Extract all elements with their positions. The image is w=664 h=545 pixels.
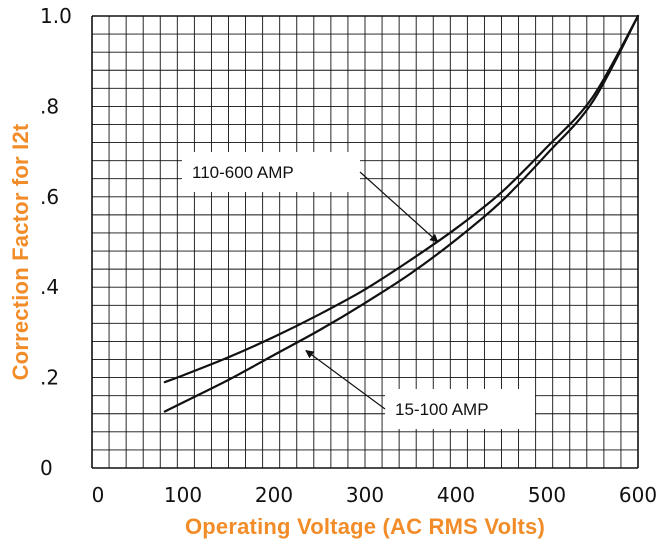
x-tick-label: 400 — [437, 483, 475, 507]
series-layer — [163, 14, 640, 413]
annotation-leader-arrow — [305, 349, 386, 410]
x-axis-title: Operating Voltage (AC RMS Volts) — [185, 514, 545, 539]
x-tick-label: 0 — [92, 483, 105, 507]
y-tick-label: 1.0 — [40, 4, 72, 28]
annotation-box — [182, 152, 360, 192]
annotation-label: 15-100 AMP — [395, 400, 489, 419]
y-tick-label: .4 — [40, 275, 59, 299]
y-tick-label: 0 — [40, 456, 53, 480]
annotation-label: 110-600 AMP — [192, 163, 294, 182]
y-tick-label: .2 — [40, 366, 59, 390]
y-tick-label: .8 — [40, 94, 59, 118]
annotation-box — [385, 389, 535, 429]
tick-layer: 0 100 200 300 400 500 600 0 .2 .4 .6 .8 1.0 — [40, 4, 657, 507]
x-tick-label: 600 — [619, 483, 657, 507]
series-line-110-600-amp — [163, 14, 640, 384]
x-tick-label: 300 — [346, 483, 384, 507]
annotation-layer: 110-600 AMP 15-100 AMP — [182, 152, 535, 429]
y-tick-label: .6 — [40, 185, 59, 209]
x-tick-label: 500 — [528, 483, 566, 507]
grid-layer — [91, 15, 639, 469]
annotation-leader-arrow — [359, 171, 439, 243]
x-tick-label: 100 — [164, 483, 202, 507]
y-axis-title: Correction Factor for I2t — [8, 123, 33, 380]
series-line-15-100-amp — [163, 14, 640, 413]
x-tick-label: 200 — [255, 483, 293, 507]
